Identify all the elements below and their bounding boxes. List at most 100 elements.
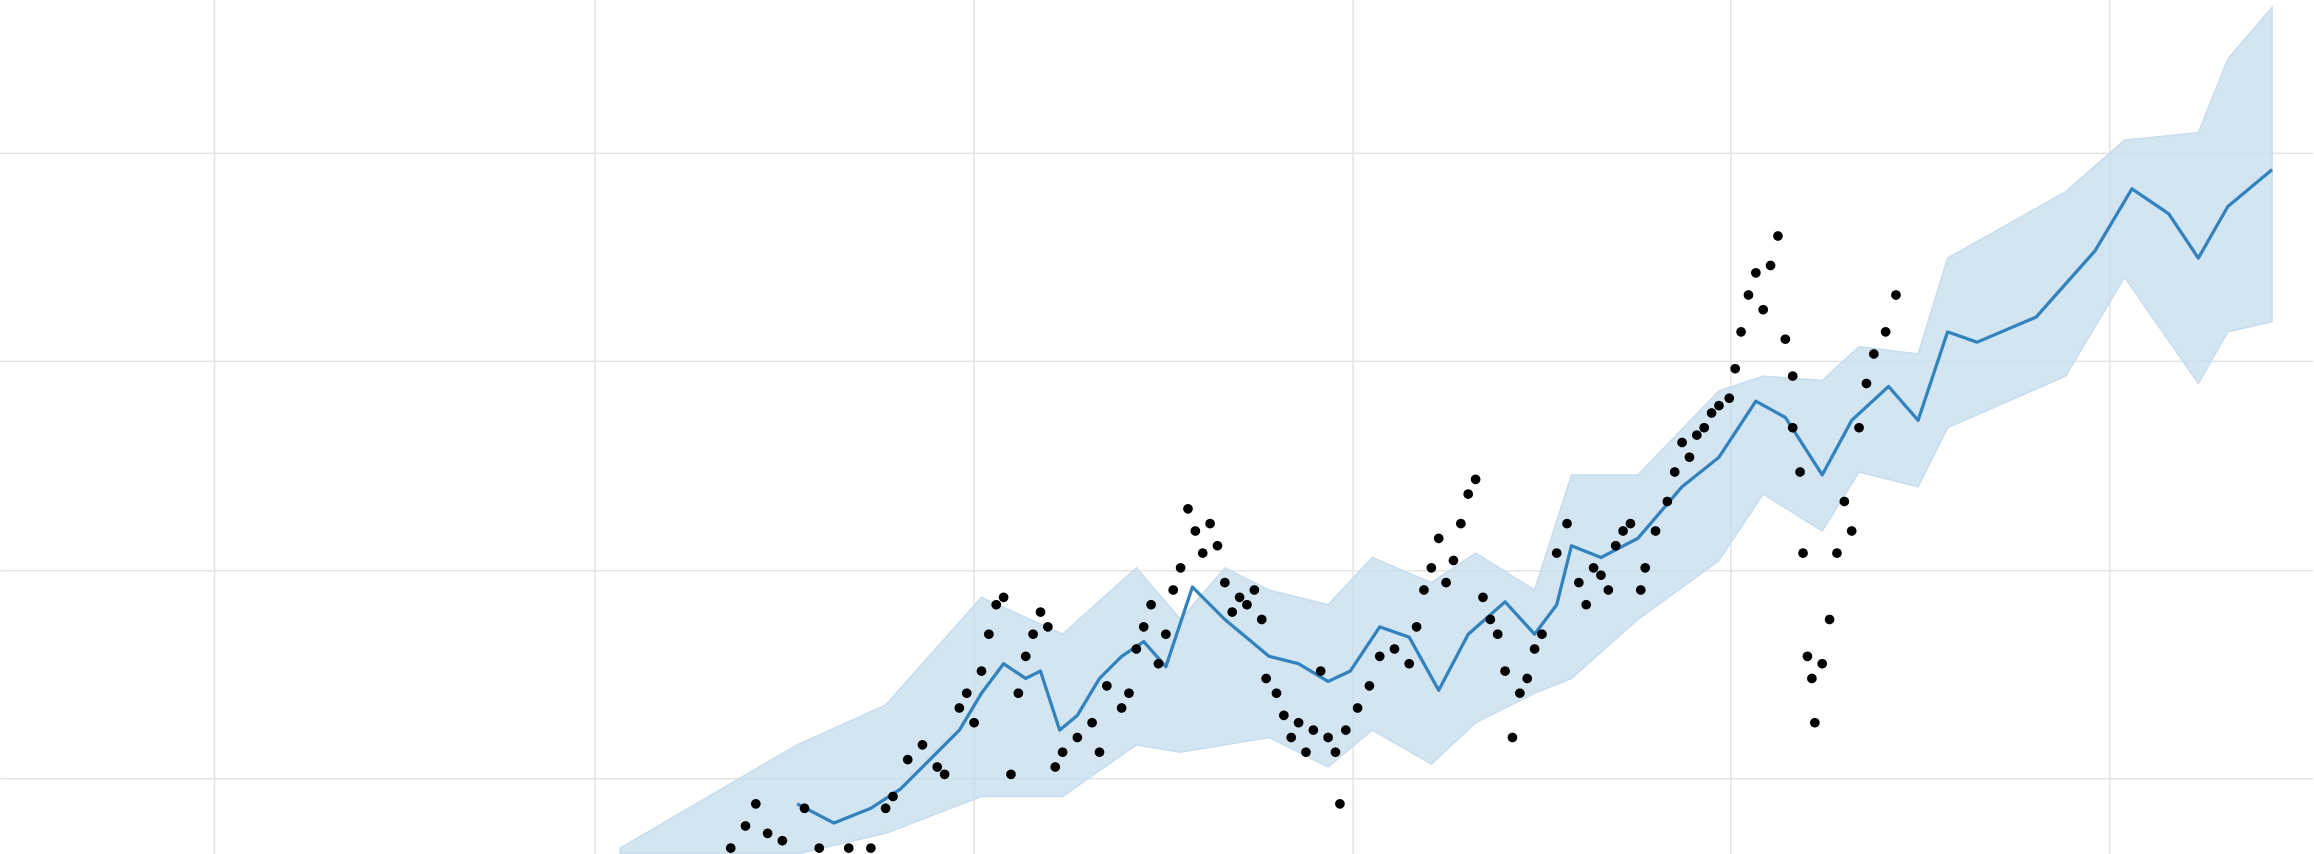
observation-point: [750, 798, 761, 809]
observation-point: [1261, 673, 1272, 684]
observation-point: [1684, 452, 1695, 463]
observation-point: [1293, 717, 1304, 728]
observation-point: [1227, 607, 1238, 617]
observation-point: [1205, 518, 1215, 529]
observation-point: [1832, 548, 1842, 558]
observation-point: [1846, 526, 1857, 536]
observation-point: [1455, 518, 1466, 529]
observation-point: [1028, 629, 1038, 640]
observation-point: [1042, 621, 1053, 632]
observation-point: [1190, 526, 1201, 536]
observation-point: [1562, 518, 1572, 529]
observation-point: [998, 592, 1009, 603]
observation-point: [1724, 393, 1735, 404]
observation-point: [1315, 666, 1326, 676]
observation-point: [1124, 688, 1134, 699]
observation-point: [932, 762, 943, 772]
observation-point: [1714, 400, 1724, 411]
observation-point: [1817, 658, 1828, 669]
observation-point: [1153, 658, 1164, 669]
observation-point: [1433, 533, 1444, 544]
observation-point: [725, 843, 736, 853]
observation-point: [1662, 496, 1673, 507]
observation-point: [1809, 717, 1820, 728]
observation-point: [1197, 548, 1208, 558]
observation-point: [1035, 607, 1046, 617]
observation-point: [1364, 680, 1375, 691]
observation-point: [1730, 363, 1741, 374]
observation-point: [1146, 599, 1156, 610]
observation-point: [1330, 747, 1341, 758]
observation-point: [917, 739, 928, 750]
observation-point: [1610, 540, 1621, 551]
observation-point: [1618, 526, 1628, 536]
observation-point: [1691, 430, 1702, 440]
observation-point: [1736, 326, 1746, 337]
uncertainty-band: [619, 5, 2273, 854]
observation-point: [1765, 260, 1776, 271]
observation-point: [1256, 614, 1267, 625]
observation-point: [1780, 334, 1791, 345]
observation-point: [1006, 769, 1016, 780]
observation-point: [1448, 555, 1459, 566]
observation-point: [1802, 651, 1813, 662]
observation-point: [976, 666, 987, 676]
observation-point: [1854, 422, 1864, 433]
observation-point: [1094, 747, 1105, 758]
observation-point: [1057, 747, 1068, 758]
observation-point: [1773, 231, 1783, 241]
observation-point: [1389, 644, 1400, 654]
observation-point: [961, 688, 972, 699]
observation-point: [1625, 518, 1636, 529]
observation-point: [1581, 599, 1592, 610]
observation-point: [1441, 577, 1451, 588]
observation-point: [1669, 467, 1680, 477]
observation-point: [1573, 577, 1584, 588]
observation-point: [1640, 562, 1651, 573]
observation-point: [969, 717, 979, 728]
observation-point: [1168, 585, 1179, 595]
observation-point: [1219, 577, 1230, 588]
observation-point: [1787, 422, 1798, 433]
observation-point: [1743, 290, 1754, 300]
observation-point: [1603, 585, 1614, 595]
observation-point: [1286, 732, 1297, 743]
observation-point: [1537, 629, 1547, 640]
observation-point: [1426, 562, 1437, 573]
observation-point: [814, 843, 825, 853]
observation-point: [1514, 688, 1525, 699]
observation-point: [1635, 585, 1646, 595]
observation-point: [1787, 371, 1798, 381]
observation-point: [954, 703, 965, 713]
observation-point: [1301, 747, 1311, 758]
observation-point: [983, 629, 994, 640]
observation-point: [1891, 290, 1901, 300]
observation-point: [1522, 673, 1533, 684]
observation-point: [902, 754, 913, 765]
observation-point: [1699, 422, 1710, 433]
observation-point: [1419, 585, 1429, 595]
observation-point: [1278, 710, 1289, 721]
observation-point: [1824, 614, 1835, 625]
observation-point: [1807, 673, 1817, 684]
forecast-line: [796, 168, 2274, 825]
observation-point: [1212, 540, 1223, 551]
observation-point: [1340, 725, 1351, 735]
observation-point: [888, 791, 898, 802]
observation-point: [1758, 304, 1769, 315]
observation-point: [1374, 651, 1385, 662]
observation-point: [1072, 732, 1083, 743]
observation-point: [1160, 629, 1171, 640]
observation-point: [1087, 717, 1097, 728]
observation-point: [1868, 349, 1879, 359]
observation-point: [1839, 496, 1850, 507]
observation-point: [939, 769, 950, 780]
observation-point: [1529, 644, 1540, 654]
observation-point: [1101, 680, 1112, 691]
observation-point: [1470, 474, 1481, 485]
observation-point: [1249, 585, 1260, 595]
observation-point: [777, 835, 788, 846]
observation-point: [799, 803, 810, 814]
observation-point: [1411, 621, 1422, 632]
